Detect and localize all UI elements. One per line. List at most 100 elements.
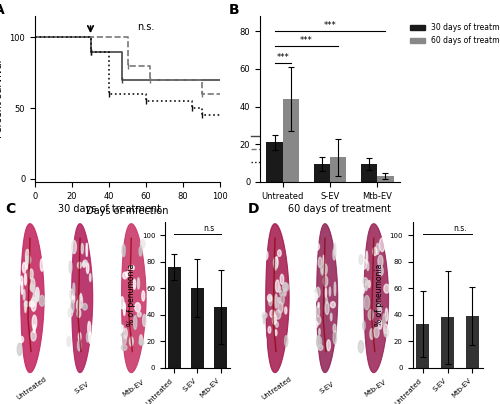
Ellipse shape (83, 260, 87, 265)
Ellipse shape (82, 303, 87, 310)
Ellipse shape (121, 331, 124, 336)
Ellipse shape (36, 287, 39, 301)
Ellipse shape (275, 294, 278, 308)
Text: n.s.: n.s. (453, 224, 467, 233)
Ellipse shape (373, 248, 377, 255)
Ellipse shape (130, 337, 133, 346)
Ellipse shape (333, 249, 336, 260)
Ellipse shape (284, 307, 287, 314)
Ellipse shape (280, 294, 284, 305)
Polygon shape (21, 224, 44, 372)
Ellipse shape (382, 314, 386, 326)
Ellipse shape (23, 290, 25, 300)
Ellipse shape (276, 322, 278, 327)
Ellipse shape (77, 309, 81, 318)
Bar (168, 267, 180, 368)
Bar (466, 316, 479, 368)
Text: Untreated: Untreated (260, 375, 293, 400)
Ellipse shape (88, 322, 90, 335)
Ellipse shape (322, 268, 324, 273)
Ellipse shape (139, 340, 144, 345)
Ellipse shape (118, 325, 123, 334)
Ellipse shape (120, 297, 124, 309)
Ellipse shape (363, 278, 368, 285)
Ellipse shape (134, 279, 136, 289)
Ellipse shape (26, 256, 31, 264)
Ellipse shape (318, 328, 320, 335)
Ellipse shape (366, 251, 368, 263)
Ellipse shape (32, 315, 36, 329)
Ellipse shape (268, 295, 272, 302)
Y-axis label: % of pneumonia: % of pneumonia (374, 264, 384, 326)
Ellipse shape (384, 324, 388, 334)
Ellipse shape (329, 287, 330, 296)
Ellipse shape (361, 259, 367, 269)
Ellipse shape (327, 340, 330, 351)
Ellipse shape (334, 282, 336, 296)
Ellipse shape (358, 341, 364, 353)
Ellipse shape (364, 295, 370, 310)
Polygon shape (72, 224, 92, 372)
Bar (191, 288, 204, 368)
Ellipse shape (314, 321, 318, 328)
Ellipse shape (316, 287, 320, 297)
Ellipse shape (324, 264, 327, 275)
Text: n.s: n.s (204, 224, 214, 233)
Ellipse shape (40, 259, 43, 271)
Ellipse shape (370, 328, 374, 339)
Text: Mtb-EV: Mtb-EV (364, 378, 388, 398)
Ellipse shape (142, 314, 146, 326)
Text: S-EV: S-EV (74, 381, 90, 395)
Ellipse shape (68, 308, 72, 317)
Ellipse shape (378, 303, 381, 313)
Ellipse shape (33, 292, 38, 303)
Ellipse shape (86, 332, 89, 342)
Bar (283, 99, 300, 182)
Ellipse shape (379, 266, 383, 276)
Ellipse shape (89, 332, 91, 343)
Ellipse shape (367, 262, 369, 271)
Bar (314, 164, 330, 182)
Ellipse shape (268, 326, 271, 333)
Ellipse shape (365, 284, 367, 290)
Ellipse shape (333, 330, 336, 344)
Ellipse shape (122, 303, 126, 309)
Ellipse shape (318, 345, 323, 350)
Ellipse shape (18, 343, 22, 356)
Ellipse shape (122, 272, 127, 279)
Ellipse shape (274, 259, 277, 270)
Polygon shape (266, 224, 289, 372)
Bar (214, 307, 227, 368)
Y-axis label: % of penumonia: % of penumonia (127, 264, 136, 326)
Ellipse shape (316, 306, 320, 317)
Ellipse shape (326, 297, 328, 303)
Ellipse shape (30, 284, 34, 291)
Ellipse shape (280, 274, 283, 284)
Text: ***: *** (276, 53, 289, 62)
Ellipse shape (317, 336, 322, 348)
Ellipse shape (270, 310, 274, 318)
Text: D: D (248, 202, 259, 216)
Polygon shape (317, 224, 338, 372)
Ellipse shape (318, 302, 320, 307)
Ellipse shape (325, 302, 329, 314)
Ellipse shape (82, 262, 86, 267)
Ellipse shape (70, 289, 74, 301)
Ellipse shape (123, 335, 126, 344)
Ellipse shape (142, 291, 144, 301)
Ellipse shape (276, 257, 278, 268)
Ellipse shape (268, 297, 272, 306)
Ellipse shape (30, 269, 33, 279)
Text: B: B (229, 3, 240, 17)
Ellipse shape (76, 300, 80, 310)
Ellipse shape (314, 243, 320, 250)
Ellipse shape (31, 331, 36, 341)
Ellipse shape (31, 278, 35, 292)
Ellipse shape (134, 316, 137, 329)
Ellipse shape (315, 289, 317, 299)
Ellipse shape (358, 245, 363, 253)
Ellipse shape (275, 330, 277, 336)
Ellipse shape (24, 301, 26, 312)
Text: n.s.: n.s. (137, 23, 154, 32)
Ellipse shape (122, 325, 124, 332)
